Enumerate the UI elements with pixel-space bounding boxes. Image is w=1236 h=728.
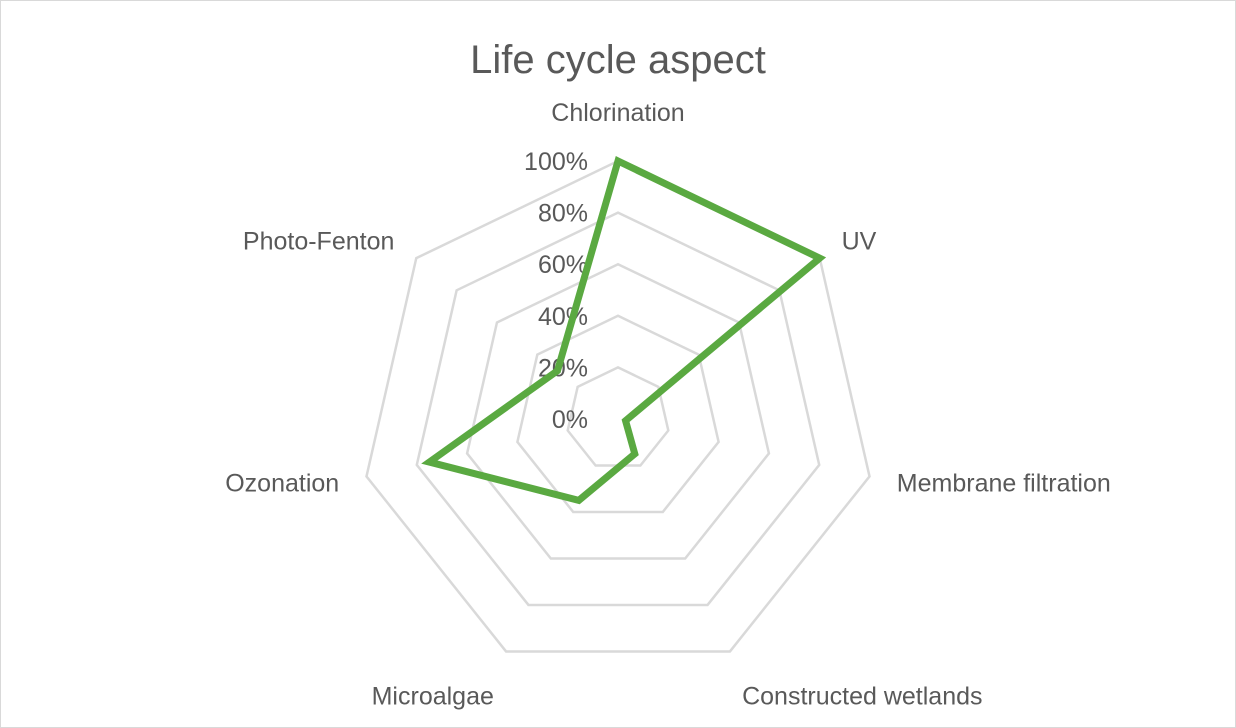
tick-label: 40% <box>538 303 588 331</box>
category-label: Constructed wetlands <box>742 683 982 711</box>
series-layer <box>421 156 827 505</box>
series-line <box>421 156 827 505</box>
grid-ring <box>465 262 771 560</box>
radar-grid <box>365 159 871 653</box>
category-label: Chlorination <box>551 99 684 127</box>
chart-title: Life cycle aspect <box>470 38 766 82</box>
tick-label: 100% <box>524 148 588 176</box>
grid-ring <box>516 314 720 514</box>
category-label: Microalgae <box>372 683 494 711</box>
grid-ring <box>365 159 871 653</box>
category-labels: Chlorination UV Membrane filtration Constru… <box>225 99 1111 711</box>
category-label: UV <box>842 228 877 256</box>
tick-label: 60% <box>538 251 588 279</box>
grid-ring <box>415 211 821 607</box>
radial-tick-labels: 0%20%40%60%80%100% <box>524 148 588 434</box>
category-label: Membrane filtration <box>897 470 1111 498</box>
tick-label: 0% <box>552 406 588 434</box>
category-label: Photo-Fenton <box>243 228 395 256</box>
tick-label: 80% <box>538 200 588 228</box>
category-label: Ozonation <box>225 470 339 498</box>
